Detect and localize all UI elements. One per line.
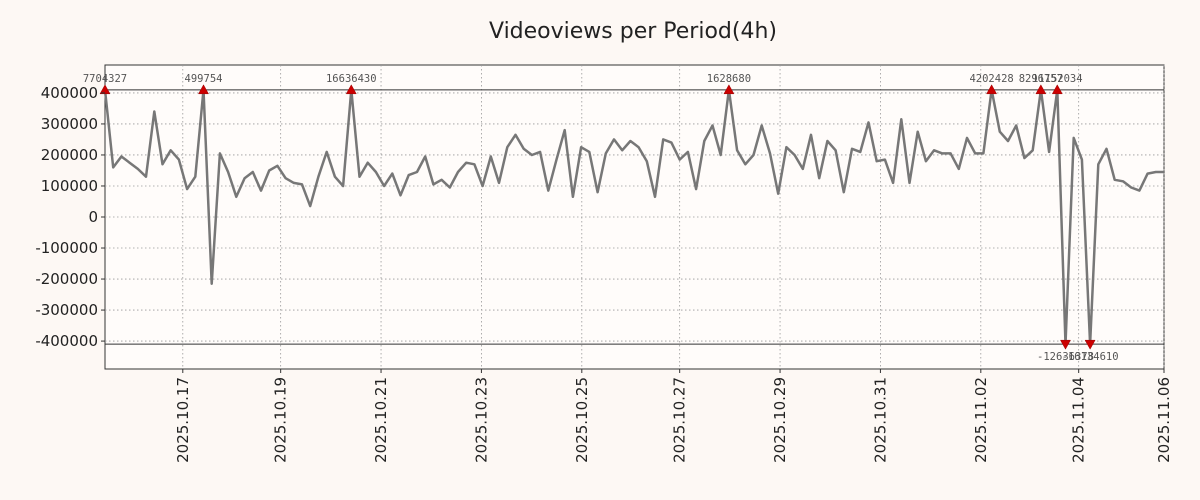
annotation-label: 1628680 — [707, 73, 751, 85]
clip-lines — [105, 89, 1164, 345]
x-tick-label: 2025.11.02 — [972, 377, 990, 463]
peak-marker — [1051, 84, 1063, 95]
y-tick-label: 200000 — [41, 146, 98, 164]
x-axis-ticks: 2025.10.17 2025.10.19 2025.10.21 2025.10.23… — [174, 369, 1173, 463]
y-tick-label: 100000 — [41, 177, 98, 195]
annotation-label: 499754 — [185, 73, 223, 85]
x-tick-label: 2025.10.27 — [671, 377, 689, 463]
y-tick-label: -100000 — [35, 239, 98, 257]
x-tick-label: 2025.10.29 — [771, 377, 789, 463]
y-tick-label: -400000 — [35, 332, 98, 350]
annotation-label: -16134610 — [1062, 351, 1119, 363]
x-tick-label: 2025.11.04 — [1070, 377, 1088, 463]
grid-lines — [105, 65, 1165, 369]
x-tick-label: 2025.10.17 — [174, 377, 192, 463]
annotation-label: 16636430 — [326, 73, 377, 85]
peak-marker — [723, 84, 735, 95]
y-tick-label: 300000 — [41, 115, 98, 133]
x-tick-label: 2025.10.31 — [871, 377, 889, 463]
annotation-label: 8296757 — [1019, 73, 1063, 85]
x-tick-label: 2025.11.06 — [1155, 377, 1173, 463]
peak-marker — [99, 84, 111, 95]
x-tick-label: 2025.10.21 — [372, 377, 390, 463]
series-group — [103, 88, 1164, 346]
y-axis-ticks: 400000 300000 200000 100000 0 -100000 -200000 -… — [35, 84, 105, 350]
series-line-videoviews — [103, 88, 1164, 346]
y-tick-label: -200000 — [35, 270, 98, 288]
y-tick-label: 0 — [88, 208, 98, 226]
y-tick-label: 400000 — [41, 84, 98, 102]
marker-group — [99, 84, 1096, 350]
annotation-label: 7704327 — [83, 73, 127, 85]
peak-marker — [1035, 84, 1047, 95]
x-tick-label: 2025.10.23 — [472, 377, 490, 463]
trough-marker — [1060, 339, 1071, 350]
x-tick-label: 2025.10.19 — [272, 377, 290, 463]
y-tick-label: -300000 — [35, 301, 98, 319]
trough-marker — [1084, 339, 1096, 350]
peak-marker — [198, 84, 209, 95]
chart-title: Videoviews per Period(4h) — [489, 19, 777, 44]
annotation-group: 7704327 499754 16636430 1628680 4202428 82967… — [83, 73, 1119, 363]
annotation-label: -12636378 — [1037, 351, 1094, 363]
peak-marker — [345, 84, 357, 95]
peak-marker — [986, 84, 998, 95]
annotation-label: 4202428 — [969, 73, 1013, 85]
x-tick-label: 2025.10.25 — [573, 377, 591, 463]
annotation-label: 11152034 — [1032, 73, 1083, 85]
